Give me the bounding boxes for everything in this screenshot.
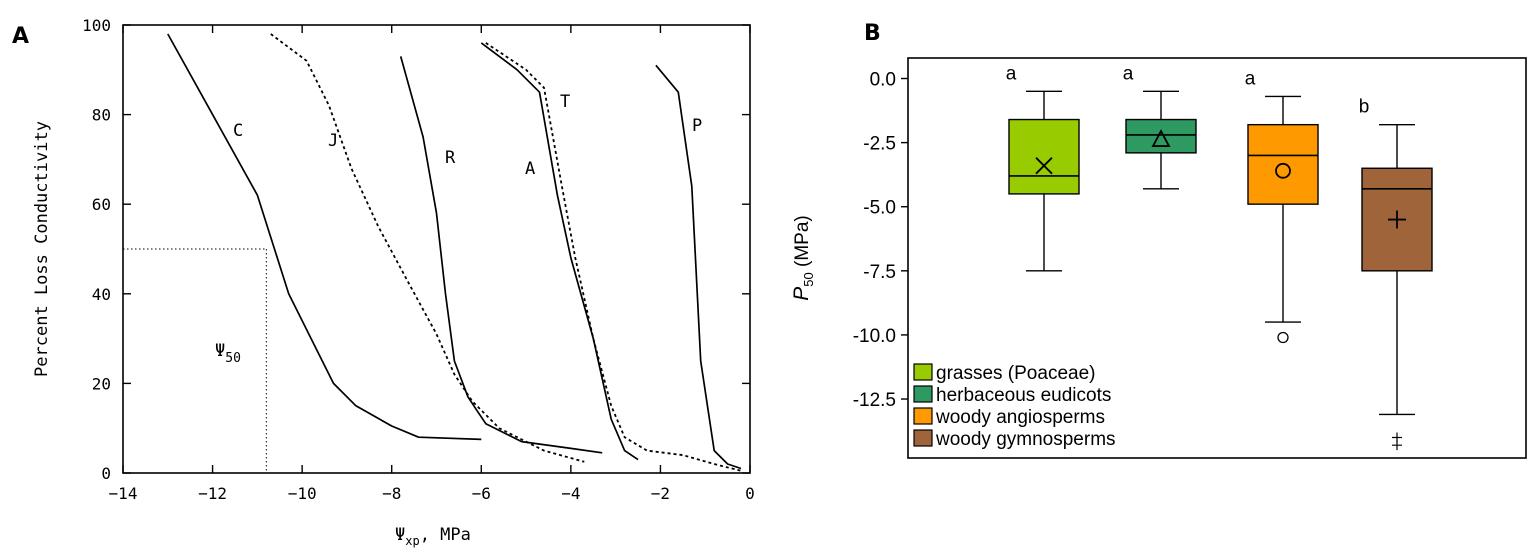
panel-b-ticks: 0.0 -2.5 -5.0 -7.5 -10.0 -12.5 xyxy=(853,70,908,411)
panel-label-a: A xyxy=(12,24,29,49)
panel-b-y-axis-title: P50 (MPa) xyxy=(790,215,816,300)
curve-j xyxy=(270,33,585,463)
curve-c xyxy=(167,33,482,441)
y-tick-label: -12.5 xyxy=(853,390,896,411)
box-group-1: a xyxy=(1006,63,1080,272)
panel-b-chart: 0.0 -2.5 -5.0 -7.5 -10.0 -12.5 a a a b grasses (… xyxy=(790,57,1527,459)
panel-b-boxes: a a a b xyxy=(1006,63,1433,451)
panel-a-x-axis-title: Ψxp, MPa xyxy=(395,525,471,548)
x-tick-label: −2 xyxy=(651,484,670,503)
curve-label-t: T xyxy=(560,92,570,112)
box-group-4: b xyxy=(1359,97,1433,451)
panel-a-curve-labels: C J R A T P xyxy=(233,92,702,179)
x-tick-label: −4 xyxy=(561,484,580,503)
curve-r xyxy=(399,56,603,454)
x-tick-label: −10 xyxy=(288,484,317,503)
legend-entry: woody gymnosperms xyxy=(935,429,1116,450)
significance-letter: a xyxy=(1123,63,1134,84)
legend-entry: grasses (Poaceae) xyxy=(936,363,1095,384)
significance-letter: a xyxy=(1245,68,1256,89)
mean-marker-cross xyxy=(1035,157,1053,175)
y-tick-label: -2.5 xyxy=(863,134,896,155)
legend-swatch xyxy=(913,407,933,425)
panel-a-ticks: −14 −12 −10 −8 −6 −4 −2 0 0 20 40 60 80 100 xyxy=(82,16,755,503)
curve-t xyxy=(485,42,742,472)
mean-marker-plus xyxy=(1388,210,1406,229)
significance-letter: b xyxy=(1359,97,1370,118)
curve-a xyxy=(480,42,639,461)
box-group-3: a xyxy=(1245,68,1319,344)
panel-label-b: B xyxy=(864,21,881,46)
panel-a-frame xyxy=(122,24,751,474)
y-tick-label: 0 xyxy=(101,464,111,483)
outlier-plus xyxy=(1392,440,1402,451)
y-tick-label: 80 xyxy=(92,106,111,125)
box-iqr xyxy=(1008,118,1080,195)
x-axis-title-symbol: Ψ xyxy=(395,525,405,545)
panel-a-y-axis-title: Percent Loss Conductivity xyxy=(32,121,52,377)
legend-swatch xyxy=(913,429,933,447)
legend-entry: woody angiosperms xyxy=(935,407,1105,428)
x-tick-label: −6 xyxy=(472,484,491,503)
x-tick-label: 0 xyxy=(745,484,755,503)
panel-a-psi50-annotation: Ψ50 xyxy=(123,248,267,473)
curve-label-r: R xyxy=(445,148,456,168)
panel-a-curves xyxy=(167,33,742,472)
y-tick-label: -10.0 xyxy=(853,326,896,347)
y-tick-label: -7.5 xyxy=(863,262,896,283)
x-axis-title-unit: , MPa xyxy=(420,525,471,545)
legend-swatch xyxy=(913,385,933,403)
outlier-circle xyxy=(1277,331,1289,344)
y-axis-title-subscript: 50 xyxy=(801,272,816,286)
curve-label-p: P xyxy=(692,116,702,136)
panel-b-legend: grasses (Poaceae)herbaceous eudicotswood… xyxy=(913,363,1116,450)
y-tick-label: 100 xyxy=(82,16,111,35)
x-tick-label: −12 xyxy=(198,484,227,503)
mean-marker-triangle xyxy=(1151,129,1171,147)
curve-p xyxy=(655,64,742,470)
box-iqr xyxy=(1125,118,1197,154)
y-tick-label: 0.0 xyxy=(870,70,896,91)
y-tick-label: 40 xyxy=(92,285,111,304)
y-tick-label: 20 xyxy=(92,374,111,393)
x-axis-title-subscript: xp xyxy=(405,534,419,548)
legend-swatch xyxy=(913,363,933,381)
psi50-label: Ψ50 xyxy=(215,341,241,366)
mean-marker-circle xyxy=(1275,162,1291,179)
x-tick-label: −8 xyxy=(382,484,401,503)
psi50-symbol: Ψ xyxy=(215,341,225,361)
psi50-subscript: 50 xyxy=(225,351,241,366)
legend-entry: herbaceous eudicots xyxy=(936,385,1111,406)
curve-label-c: C xyxy=(233,121,243,141)
y-axis-title-symbol: P xyxy=(790,287,813,301)
x-tick-label: −14 xyxy=(109,484,138,503)
curve-label-j: J xyxy=(328,131,338,151)
y-axis-title-unit: (MPa) xyxy=(792,215,813,272)
box-iqr xyxy=(1247,123,1319,205)
box-group-2: a xyxy=(1123,63,1197,190)
curve-label-a: A xyxy=(525,159,535,179)
y-tick-label: 60 xyxy=(92,195,111,214)
panel-b-frame xyxy=(907,57,1527,459)
significance-letter: a xyxy=(1006,63,1017,84)
y-tick-label: -5.0 xyxy=(863,198,896,219)
